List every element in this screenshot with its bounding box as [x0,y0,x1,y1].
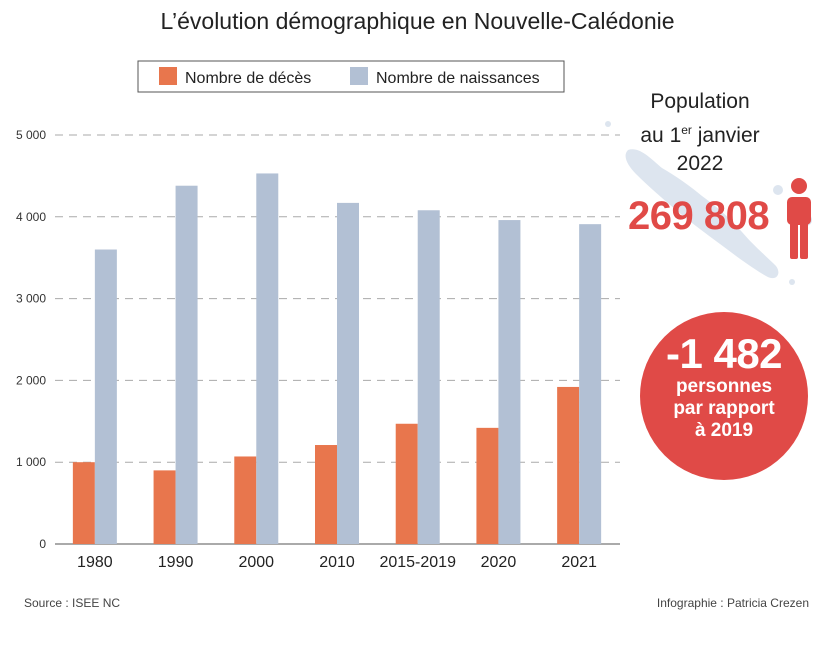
x-tick-label: 2010 [319,554,355,571]
credit-note: Infographie : Patricia Crezen [656,596,809,610]
bar-births [417,210,440,545]
bar-births [337,202,359,545]
difference-line2: par rapport [673,398,775,419]
y-tick-label: 4 000 [16,210,46,224]
x-tick-label: 2000 [238,554,274,571]
bar-births [175,185,198,544]
population-label-line2-post: janvier [691,124,760,147]
person-icon [787,178,811,259]
island-icon [773,185,783,195]
x-tick-label: 1990 [158,554,194,571]
bar-deaths [153,470,176,544]
population-label-line2-sup: er [681,123,692,137]
bar-births [579,224,602,545]
bar-births [94,249,117,544]
population-value: 269 808 [628,194,770,238]
bar-births [256,173,279,545]
population-block: Population au 1er janvier 2022 269 808 [600,86,830,286]
bar-deaths [72,462,95,544]
population-label-line2-pre: au 1 [640,124,682,147]
y-tick-label: 5 000 [16,128,46,142]
bar-births [498,220,521,544]
difference-badge: -1 482 personnes par rapport à 2019 [640,312,808,480]
y-tick-label: 2 000 [16,373,46,387]
legend-swatch-births [350,67,368,85]
population-label-line3: 2022 [676,152,724,175]
new-caledonia-map-icon [625,149,779,279]
legend: Nombre de décès Nombre de naissances [137,60,565,93]
bars [72,173,602,545]
y-tick-label: 3 000 [16,292,46,306]
legend-swatch-deaths [159,67,177,85]
difference-line3: à 2019 [694,420,754,441]
population-label: Population au 1er janvier 2022 [600,88,800,178]
x-tick-label: 1980 [77,554,113,571]
y-tick-label: 0 [39,537,46,551]
bar-deaths [557,386,580,544]
bar-deaths [234,456,257,544]
x-tick-label: 2015-2019 [379,554,456,571]
chart-title: L’évolution démographique en Nouvelle-Ca… [160,8,675,34]
x-tick-label: 2020 [481,554,517,571]
island-icon [789,279,795,285]
y-tick-label: 1 000 [16,455,46,469]
legend-label-deaths: Nombre de décès [185,70,311,87]
difference-value: -1 482 [665,330,783,377]
axis-labels: 0 1 000 2 000 3 000 4 000 5 000 1980 1990 2000 20… [16,128,597,571]
legend-label-births: Nombre de naissances [376,70,540,87]
population-label-line1: Population [650,90,750,113]
x-tick-label: 2021 [561,554,597,571]
difference-line1: personnes [675,376,773,397]
island-icon [605,121,611,127]
bar-deaths [315,445,337,544]
bar-deaths [395,423,418,544]
bar-deaths [476,427,499,544]
source-note: Source : ISEE NC [24,596,121,610]
